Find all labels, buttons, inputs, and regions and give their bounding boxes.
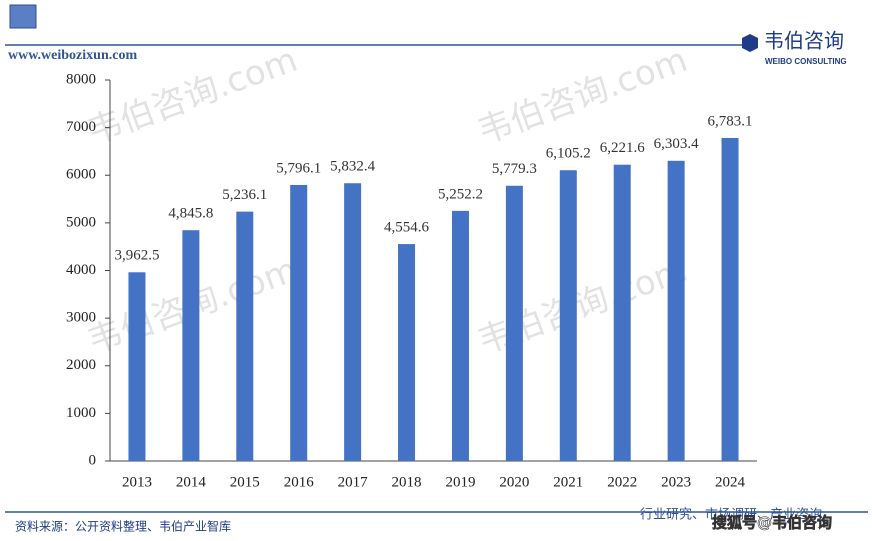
y-tick-label: 7000 bbox=[66, 119, 96, 135]
value-label: 4,554.6 bbox=[384, 220, 430, 236]
corner-icon bbox=[9, 4, 37, 29]
value-label: 6,783.1 bbox=[708, 113, 753, 129]
watermarks: 韦伯咨询.com 韦伯咨询.com 韦伯咨询.com 韦伯咨询.com bbox=[83, 40, 693, 363]
value-label: 5,832.4 bbox=[330, 159, 376, 175]
bar bbox=[667, 160, 685, 461]
x-tick-label: 2022 bbox=[607, 474, 637, 490]
bar bbox=[398, 244, 416, 461]
value-label: 5,779.3 bbox=[492, 161, 537, 177]
bar bbox=[182, 230, 200, 461]
value-label: 5,236.1 bbox=[222, 187, 267, 203]
x-tick-label: 2015 bbox=[230, 474, 260, 490]
source: 资料来源：公开资料整理、韦伯产业智库 bbox=[15, 519, 231, 534]
bar bbox=[128, 272, 146, 461]
x-tick-label: 2016 bbox=[284, 474, 315, 490]
value-label: 6,303.4 bbox=[654, 136, 700, 152]
brand: 韦伯咨询 bbox=[764, 29, 844, 53]
plot: 0 1000 2000 3000 4000 5000 6000 7000 8000 2013 3,9… bbox=[66, 71, 757, 490]
value-label: 6,105.2 bbox=[546, 146, 591, 162]
bar bbox=[290, 184, 308, 461]
x-tick-label: 2014 bbox=[176, 474, 207, 490]
logo-icon bbox=[742, 34, 758, 52]
y-tick-label: 5000 bbox=[66, 214, 96, 230]
bar bbox=[344, 183, 362, 462]
y-tick-label: 3000 bbox=[66, 310, 96, 326]
x-tick-label: 2017 bbox=[338, 474, 369, 490]
slogan: 行业研究、市场调研、产业咨询 bbox=[640, 507, 822, 523]
y-tick-label: 2000 bbox=[66, 357, 96, 373]
y-tick-label: 0 bbox=[89, 452, 97, 468]
value-label: 4,845.8 bbox=[168, 206, 213, 222]
bar bbox=[505, 185, 523, 461]
y-tick-label: 6000 bbox=[66, 167, 96, 183]
value-label: 6,221.6 bbox=[600, 140, 646, 156]
site-url: www.weibozixun.com bbox=[8, 48, 137, 63]
bar bbox=[451, 210, 469, 461]
y-tick-label: 8000 bbox=[66, 71, 96, 87]
x-tick-label: 2021 bbox=[553, 474, 583, 490]
watermark: 韦伯咨询.com bbox=[473, 250, 693, 363]
bar bbox=[559, 170, 577, 461]
x-tick-label: 2019 bbox=[445, 474, 475, 490]
bar bbox=[236, 211, 254, 461]
value-label: 5,252.2 bbox=[438, 186, 483, 202]
x-tick-label: 2013 bbox=[122, 474, 152, 490]
y-tick-label: 1000 bbox=[66, 405, 96, 421]
x-tick-label: 2020 bbox=[499, 474, 529, 490]
value-label: 3,962.5 bbox=[114, 248, 159, 264]
bar bbox=[613, 164, 631, 462]
x-tick-label: 2024 bbox=[715, 474, 746, 490]
x-tick-label: 2018 bbox=[392, 474, 422, 490]
bar bbox=[721, 137, 739, 461]
brand-en: WEIBO CONSULTING bbox=[765, 57, 847, 66]
x-tick-label: 2023 bbox=[661, 474, 691, 490]
y-tick-label: 4000 bbox=[66, 262, 96, 278]
platform-tag: 搜狐号@韦伯咨询 bbox=[712, 514, 832, 532]
value-label: 5,796.1 bbox=[276, 160, 321, 176]
